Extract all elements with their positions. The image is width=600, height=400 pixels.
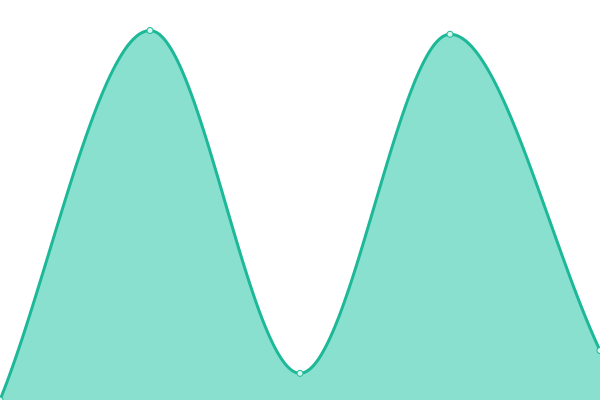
data-point-marker[interactable]: [446, 30, 454, 38]
chart-layer: [0, 26, 600, 400]
data-point-marker[interactable]: [296, 369, 304, 377]
data-point-marker[interactable]: [146, 26, 154, 34]
data-point-marker[interactable]: [596, 346, 600, 354]
data-point-marker[interactable]: [0, 396, 4, 400]
series-area-fill: [0, 30, 600, 400]
